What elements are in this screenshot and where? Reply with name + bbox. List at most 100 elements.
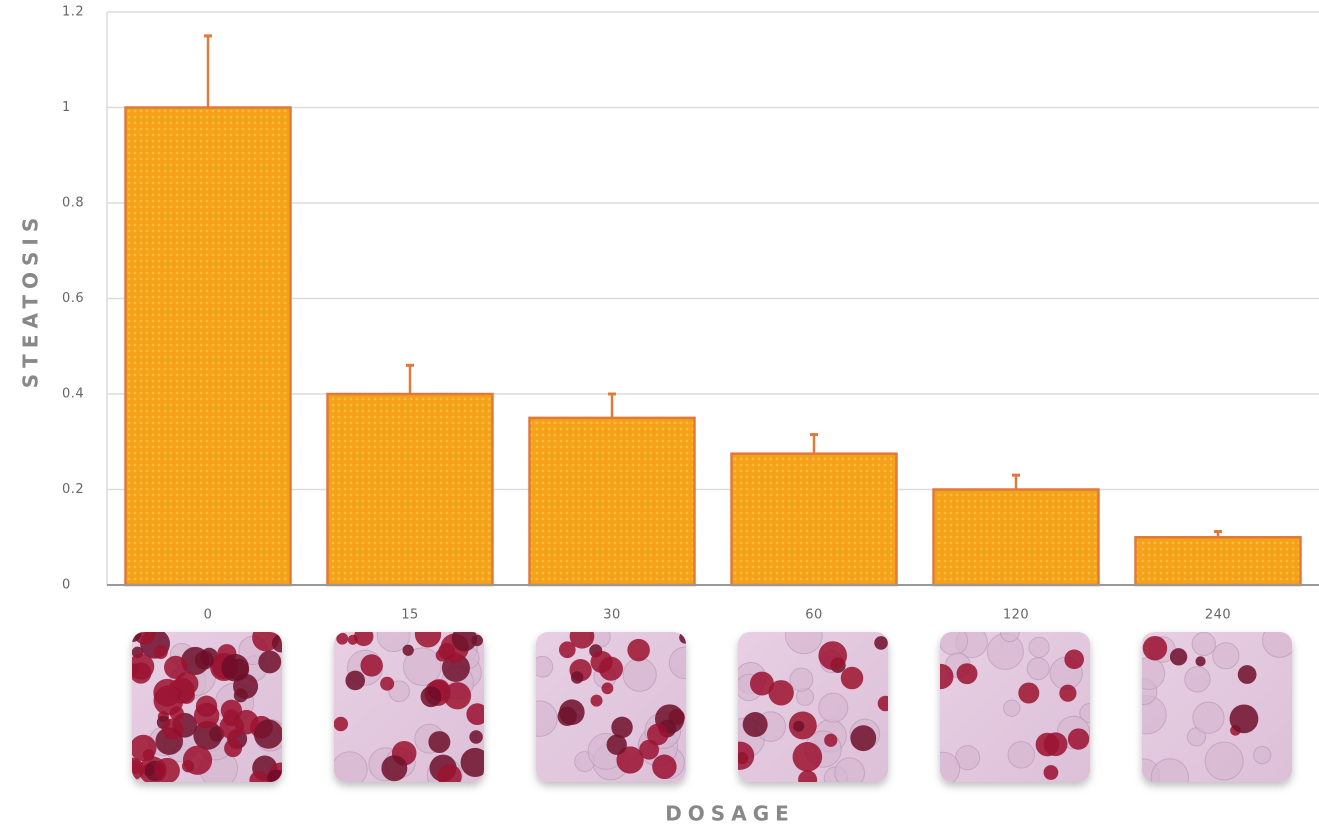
cell-outline [1204,741,1244,781]
lipid-droplet [850,725,877,752]
lipid-droplet [749,671,774,696]
x-tick-label: 60 [805,608,823,623]
cell-outline [1079,703,1090,724]
x-tick-label: 0 [204,608,213,623]
cell-outline [789,667,814,692]
cell-outline [785,632,823,655]
y-axis-title: STEATOSIS [19,212,43,389]
cell-outline [622,657,657,692]
lipid-droplet [469,730,483,744]
lipid-droplet [420,686,442,708]
lipid-droplet [940,663,954,690]
lipid-droplet [627,638,650,662]
cell-outline [940,632,969,656]
cell-outline [1142,657,1166,690]
micrograph [334,632,484,782]
lipid-droplet [271,634,282,653]
lipid-droplet [639,739,660,760]
micrograph-cells [738,632,888,782]
cell-outline [668,646,686,680]
cell-outline [334,751,368,782]
lipid-droplet [1169,648,1188,666]
lipid-droplet [793,720,805,732]
lipid-droplet [798,770,818,782]
micrograph-cells [132,632,282,782]
lipid-droplet [360,654,383,677]
lipid-droplet [153,685,184,716]
lipid-droplet [840,666,864,690]
y-tick-label: 0.2 [62,482,84,497]
lipid-droplet [646,723,669,746]
lipid-droplet [354,632,374,647]
x-tick-label: 240 [1205,608,1231,623]
cell-outline [1212,642,1240,670]
lipid-droplet [590,694,603,707]
lipid-droplet [451,632,478,652]
cell-outline [940,751,961,782]
cell-outline [818,692,849,723]
lipid-droplet [224,739,243,758]
lipid-droplet [345,670,366,691]
lipid-droplet [1064,649,1084,670]
cell-outline [1003,699,1021,717]
cell-outline [1192,701,1225,734]
lipid-droplet [874,636,888,650]
x-tick-label: 120 [1003,608,1029,623]
lipid-droplet [768,680,794,706]
y-tick-label: 1.2 [62,5,84,20]
cell-outline [1026,657,1050,681]
lipid-droplet [1018,682,1040,704]
lipid-droplet [258,650,282,674]
lipid-droplet [559,699,585,725]
lipid-droplet [194,650,214,670]
micrograph [940,632,1090,782]
bar-texture [528,416,696,587]
lipid-droplet [132,760,143,774]
lipid-droplet [448,652,461,664]
cell-outline [1253,745,1272,765]
lipid-droplet [164,655,188,679]
bar-texture [932,488,1100,587]
lipid-droplet [738,741,755,770]
lipid-droplet [742,712,768,738]
lipid-droplet [792,742,823,772]
lipid-droplet [334,716,349,732]
lipid-droplet [182,745,213,775]
x-axis-title: DOSAGE [665,802,795,826]
lipid-droplet [402,644,414,656]
bar-texture [124,106,292,587]
lipid-droplet [466,703,484,726]
cell-outline [536,700,558,737]
lipid-droplet [154,757,180,782]
x-tick-label: 30 [603,608,621,623]
lipid-droplet [611,716,633,739]
cell-outline [1262,632,1292,658]
y-tick-label: 0.8 [62,196,84,211]
lipid-droplet [818,641,848,670]
cell-outline [1184,666,1211,693]
lipid-droplet [606,734,627,755]
lipid-droplet [679,632,686,644]
lipid-droplet [1059,684,1077,702]
lipid-droplet [877,695,888,712]
cell-outline [388,680,410,703]
lipid-droplet [1043,765,1059,780]
lipid-droplet [132,734,157,762]
bar-texture [326,392,494,587]
lipid-droplet [267,769,282,782]
micrograph-cells [334,632,484,782]
lipid-droplet [219,714,245,740]
cell-outline [1150,758,1190,782]
lipid-droplet [1229,704,1259,734]
lipid-droplet [824,733,838,747]
micrograph [132,632,282,782]
lipid-droplet [414,632,442,648]
y-tick-label: 0.6 [62,291,84,306]
lipid-droplet [443,682,472,710]
x-tick-label: 15 [401,608,419,623]
lipid-droplet [570,671,584,684]
lipid-droplet [441,653,470,682]
lipid-droplet [1142,635,1168,661]
